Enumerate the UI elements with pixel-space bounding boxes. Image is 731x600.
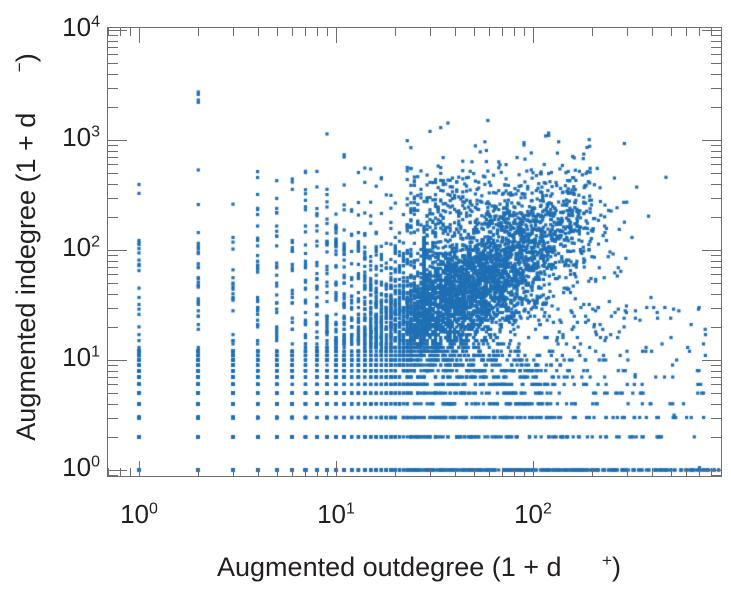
y-axis-label: Augmented indegree (1 + d −) [10, 53, 41, 441]
y-ticklabel-10e4: 104 [62, 12, 100, 42]
y-ticklabel-10e3: 103 [62, 122, 100, 152]
scatter-points-canvas [107, 27, 722, 477]
y-ticklabel-10e0: 100 [62, 452, 100, 482]
x-ticklabel-10e0: 100 [120, 499, 158, 529]
y-ticklabel-10e1: 101 [62, 342, 100, 372]
y-ticklabel-10e2: 102 [62, 232, 100, 262]
x-ticklabel-10e2: 102 [514, 499, 552, 529]
x-axis-label: Augmented outdegree (1 + d +) [217, 551, 621, 582]
x-ticklabel-10e1: 101 [317, 499, 355, 529]
plot-area [107, 27, 722, 477]
